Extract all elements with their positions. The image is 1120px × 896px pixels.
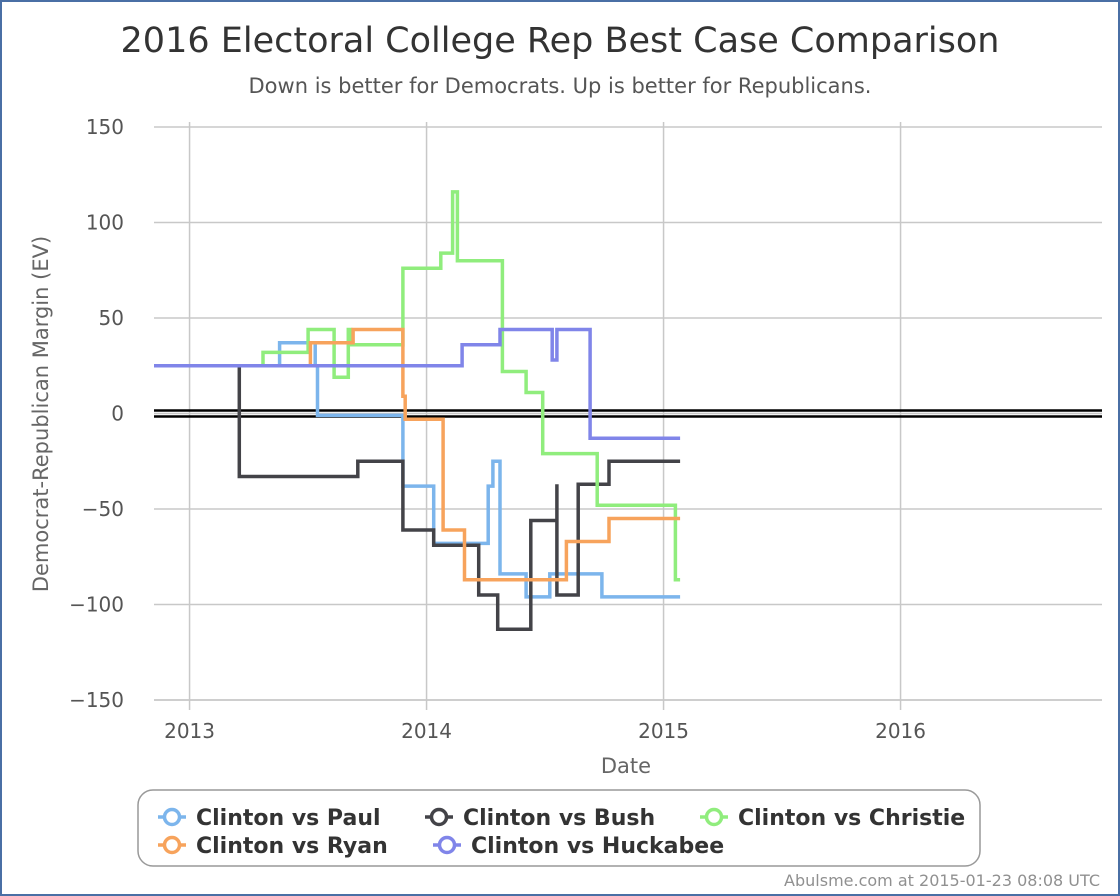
legend-marker-icon xyxy=(162,835,182,855)
axes: 150 100 50 0 −50 −100 −150 2013 2014 2015 2016 xyxy=(69,115,1102,743)
x-axis-label: Date xyxy=(601,754,651,778)
legend-marker-icon xyxy=(162,807,182,827)
y-tick-label: 100 xyxy=(86,211,124,235)
legend-label: Clinton vs Paul xyxy=(196,806,381,831)
legend-item-clinton-vs-bush[interactable]: Clinton vs Bush xyxy=(425,806,655,831)
series-line-clinton-vs-huckabee xyxy=(154,327,681,441)
legend-marker-icon xyxy=(429,807,449,827)
legend-item-clinton-vs-christie[interactable]: Clinton vs Christie xyxy=(700,806,965,831)
y-tick-label: −50 xyxy=(82,497,124,521)
y-tick-label: −150 xyxy=(69,688,124,712)
legend-item-clinton-vs-ryan[interactable]: Clinton vs Ryan xyxy=(158,834,388,859)
series-line-clinton-vs-christie xyxy=(154,190,681,582)
grid xyxy=(154,122,1102,701)
chart-subtitle: Down is better for Democrats. Up is bett… xyxy=(249,74,872,98)
x-tick-label: 2013 xyxy=(164,719,215,743)
series-line-clinton-vs-paul xyxy=(154,341,681,599)
legend-item-clinton-vs-huckabee[interactable]: Clinton vs Huckabee xyxy=(433,834,724,859)
series-line-clinton-vs-bush xyxy=(154,364,681,632)
legend-box xyxy=(137,789,981,867)
legend-label: Clinton vs Bush xyxy=(463,806,655,831)
x-tick-label: 2015 xyxy=(638,719,689,743)
legend-marker-icon xyxy=(437,835,457,855)
legend-marker-icon xyxy=(704,807,724,827)
series-lines xyxy=(154,190,681,632)
y-tick-label: 0 xyxy=(111,402,124,426)
chart-title: 2016 Electoral College Rep Best Case Com… xyxy=(121,21,1000,61)
y-tick-label: 150 xyxy=(86,115,124,139)
credit-text: Abulsme.com at 2015-01-23 08:08 UTC xyxy=(784,871,1100,890)
legend-label: Clinton vs Christie xyxy=(738,806,965,831)
x-tick-label: 2016 xyxy=(875,719,926,743)
x-tick-label: 2014 xyxy=(401,719,452,743)
y-axis-label: Democrat-Republican Margin (EV) xyxy=(29,236,53,592)
y-tick-label: −100 xyxy=(69,593,124,617)
legend: Clinton vs Paul Clinton vs Bush Clinton vs… xyxy=(137,789,981,867)
legend-label: Clinton vs Huckabee xyxy=(471,834,724,859)
series-line-clinton-vs-ryan xyxy=(154,327,681,582)
y-tick-label: 50 xyxy=(99,306,124,330)
legend-label: Clinton vs Ryan xyxy=(196,834,388,859)
legend-item-clinton-vs-paul[interactable]: Clinton vs Paul xyxy=(158,806,381,831)
